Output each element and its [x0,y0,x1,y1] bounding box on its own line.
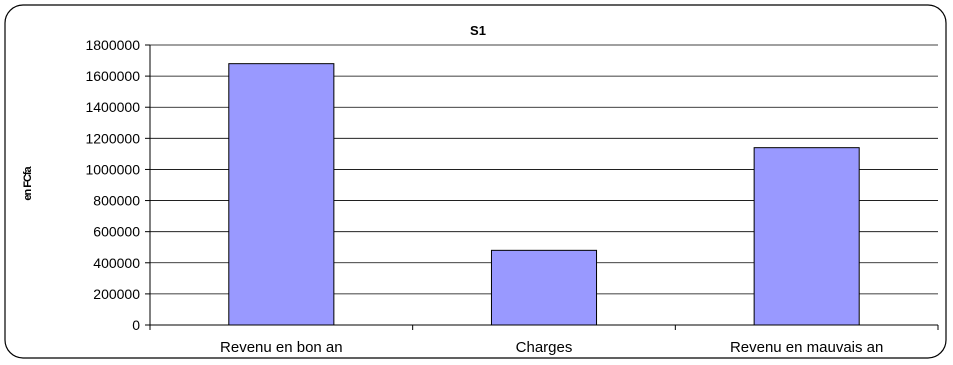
bar [753,147,860,326]
y-axis-ticks: 0 200000 400000 600000 800000 1000000 1200000 1… [85,37,150,333]
y-tick-label: 1800000 [85,37,140,53]
bar-chart: S1 en FCfa 0 200000 400000 600000 800000 1000… [4,4,947,359]
y-axis-label: en FCfa [22,165,34,200]
y-tick-label: 0 [132,317,140,333]
y-tick-label: 1400000 [85,99,140,115]
chart-container: S1 en FCfa 0 200000 400000 600000 800000 1000… [4,4,947,359]
x-tick-label: Revenu en mauvais an [730,339,883,356]
bar [490,249,598,326]
axes [149,45,938,326]
x-axis-ticks: Revenu en bon an Charges Revenu en mauvais… [149,325,939,356]
y-tick-label: 1600000 [85,68,140,84]
y-tick-label: 1200000 [85,130,140,146]
y-tick-label: 400000 [93,255,140,271]
bars [228,63,860,326]
y-tick-label: 1000000 [85,161,140,177]
y-tick-label: 800000 [93,193,140,209]
x-tick-label: Charges [516,339,573,356]
y-tick-label: 600000 [93,224,140,240]
y-tick-label: 200000 [93,286,140,302]
bar [228,63,335,326]
x-tick-label: Revenu en bon an [220,339,343,356]
chart-title: S1 [470,23,486,38]
